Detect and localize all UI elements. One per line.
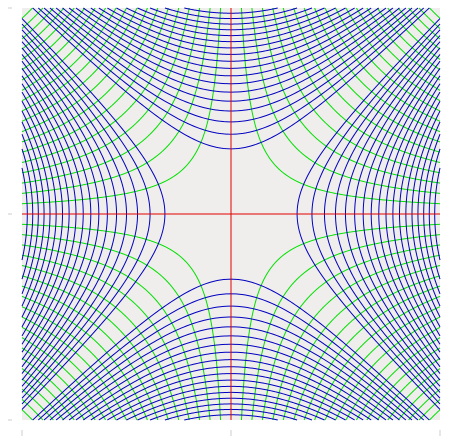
contour-line [251,7,441,194]
contour-line [408,7,441,40]
contour-line [21,7,33,19]
contour-line [261,244,441,421]
contour-line [418,399,441,421]
contour-line [335,7,441,112]
contour-line [21,7,201,184]
contour-line [261,7,441,184]
contour-line [21,337,107,421]
contour-line [21,357,86,421]
contour-line [355,7,441,91]
contour-line [282,265,441,421]
contour-line [314,7,441,133]
contour-line [21,7,159,143]
contour-line [314,295,441,421]
contour-line [240,223,441,421]
contour-line [21,7,169,153]
contour-line [303,7,441,143]
contour-line [21,7,96,81]
contour-line [21,409,33,421]
contour-line [293,275,441,421]
contour-line [240,7,441,205]
contour-line [21,265,180,421]
contour-line [21,7,86,71]
contour-line [21,7,211,194]
contour-line [21,223,222,421]
contour-line [21,399,44,421]
contour-line [21,347,96,421]
contour-line [366,347,441,421]
contour-line [303,285,441,421]
contour-line [355,337,441,421]
contour-line [408,388,441,421]
contour-line [21,7,54,40]
contour-line [376,357,441,421]
contour-line [21,285,159,421]
contour-line [251,234,441,421]
contour-line [282,7,441,163]
contour-line [21,295,148,421]
contour-line [376,7,441,71]
contour-line [335,316,441,421]
contour-line [429,409,441,421]
contour-line [366,7,441,81]
contour-line [21,7,148,133]
contour-line [21,234,211,421]
contour-line [21,316,127,421]
contour-line [21,7,180,163]
contour-line [21,7,44,29]
contour-line [21,244,201,421]
contour-line [21,7,107,91]
contour-line [429,7,441,19]
contour-line [293,7,441,153]
contour-line [21,7,222,205]
contour-line [21,388,54,421]
contour-line [418,7,441,29]
contour-line [21,275,169,421]
contour-line [21,7,127,112]
